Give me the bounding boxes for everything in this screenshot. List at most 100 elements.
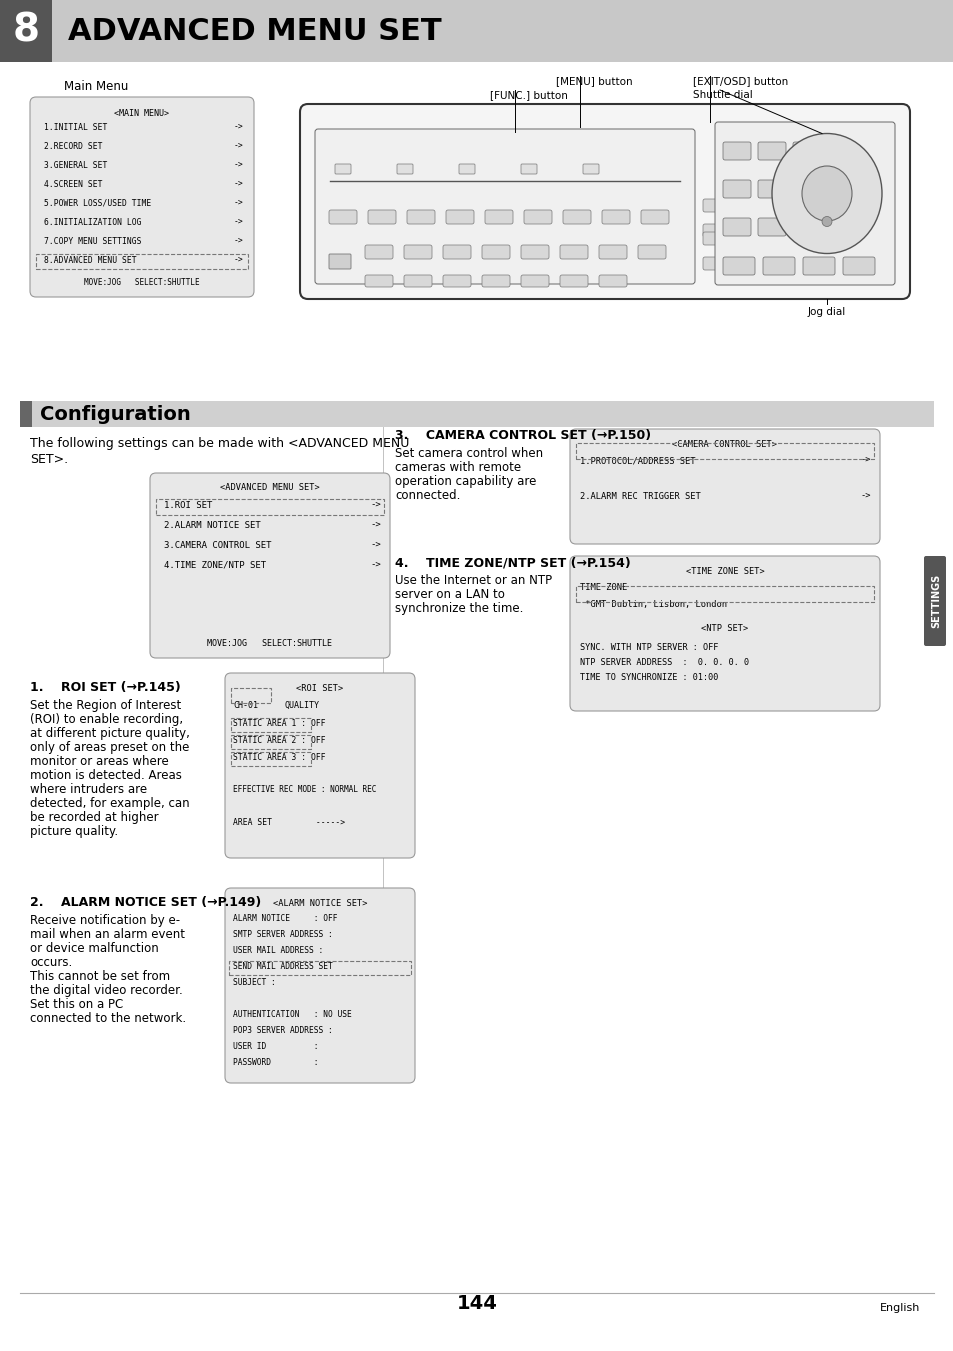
FancyBboxPatch shape (403, 245, 432, 259)
Text: SETTINGS: SETTINGS (930, 574, 940, 628)
FancyBboxPatch shape (30, 97, 253, 297)
FancyBboxPatch shape (722, 180, 750, 199)
Text: be recorded at higher: be recorded at higher (30, 811, 158, 824)
Text: Jog dial: Jog dial (807, 307, 845, 317)
Text: ->: -> (233, 142, 244, 151)
Bar (231, 735, 311, 748)
Text: <ROI SET>: <ROI SET> (296, 684, 343, 693)
Bar (0, 0, 52, 62)
Text: 2.    ALARM NOTICE SET (→P.149): 2. ALARM NOTICE SET (→P.149) (30, 896, 261, 909)
Bar (231, 753, 311, 766)
FancyBboxPatch shape (150, 473, 390, 658)
Text: 4.    TIME ZONE/NTP SET (→P.154): 4. TIME ZONE/NTP SET (→P.154) (395, 557, 630, 569)
FancyBboxPatch shape (758, 180, 785, 199)
Text: <MAIN MENU>: <MAIN MENU> (114, 109, 170, 118)
Text: 6.INITIALIZATION LOG: 6.INITIALIZATION LOG (44, 218, 141, 227)
Text: ->: -> (233, 199, 244, 208)
FancyBboxPatch shape (225, 673, 415, 858)
Text: ->: -> (859, 457, 869, 465)
FancyBboxPatch shape (523, 209, 552, 224)
FancyBboxPatch shape (329, 254, 351, 269)
Text: USER MAIL ADDRESS :: USER MAIL ADDRESS : (233, 946, 323, 955)
Text: 5.POWER LOSS/USED TIME: 5.POWER LOSS/USED TIME (44, 199, 152, 208)
Text: operation capability are: operation capability are (395, 476, 536, 488)
FancyBboxPatch shape (520, 276, 548, 286)
Text: This cannot be set from: This cannot be set from (30, 970, 170, 984)
Text: monitor or areas where: monitor or areas where (30, 755, 169, 767)
FancyBboxPatch shape (722, 257, 754, 276)
Text: 1.    ROI SET (→P.145): 1. ROI SET (→P.145) (30, 681, 180, 694)
Bar (229, 961, 411, 975)
Text: <ALARM NOTICE SET>: <ALARM NOTICE SET> (273, 898, 367, 908)
FancyBboxPatch shape (792, 142, 812, 159)
FancyBboxPatch shape (792, 180, 812, 199)
Text: AREA SET         ----->: AREA SET -----> (233, 817, 345, 827)
Text: POP3 SERVER ADDRESS :: POP3 SERVER ADDRESS : (233, 1025, 333, 1035)
FancyBboxPatch shape (314, 128, 695, 284)
FancyBboxPatch shape (702, 232, 724, 245)
FancyBboxPatch shape (640, 209, 668, 224)
Text: connected.: connected. (395, 489, 460, 503)
Text: USER ID          :: USER ID : (233, 1042, 318, 1051)
Text: QUALITY: QUALITY (285, 701, 319, 711)
FancyBboxPatch shape (368, 209, 395, 224)
FancyBboxPatch shape (299, 104, 909, 299)
Text: Set this on a PC: Set this on a PC (30, 998, 123, 1011)
Text: SET>.: SET>. (30, 453, 68, 466)
FancyBboxPatch shape (582, 163, 598, 174)
Text: Configuration: Configuration (40, 405, 191, 424)
FancyBboxPatch shape (520, 245, 548, 259)
Text: ->: -> (370, 521, 380, 530)
Text: only of areas preset on the: only of areas preset on the (30, 740, 190, 754)
FancyBboxPatch shape (762, 257, 794, 276)
Ellipse shape (771, 134, 882, 254)
Bar (0, 0, 953, 62)
Text: synchronize the time.: synchronize the time. (395, 603, 523, 615)
FancyBboxPatch shape (442, 276, 471, 286)
Text: where intruders are: where intruders are (30, 784, 147, 796)
Text: ->: -> (233, 180, 244, 189)
Text: occurs.: occurs. (30, 957, 72, 969)
Text: ->: -> (370, 501, 380, 509)
Text: <ADVANCED MENU SET>: <ADVANCED MENU SET> (220, 484, 319, 492)
FancyBboxPatch shape (559, 276, 587, 286)
FancyBboxPatch shape (722, 142, 750, 159)
Text: 2.ALARM NOTICE SET: 2.ALARM NOTICE SET (164, 521, 260, 530)
Text: 4.TIME ZONE/NTP SET: 4.TIME ZONE/NTP SET (164, 561, 266, 570)
Text: *GMT Dublin, Lisbon, London: *GMT Dublin, Lisbon, London (579, 600, 726, 609)
Text: ->: -> (233, 161, 244, 170)
Text: ->: -> (233, 236, 244, 246)
Text: ->: -> (370, 540, 380, 550)
Text: PASSWORD         :: PASSWORD : (233, 1058, 318, 1067)
Text: 3.    CAMERA CONTROL SET (→P.150): 3. CAMERA CONTROL SET (→P.150) (395, 430, 651, 442)
Bar (20, 401, 32, 427)
Text: [MENU] button: [MENU] button (556, 76, 632, 86)
Text: AUTHENTICATION   : NO USE: AUTHENTICATION : NO USE (233, 1011, 352, 1019)
FancyBboxPatch shape (562, 209, 590, 224)
Text: <NTP SET>: <NTP SET> (700, 624, 748, 634)
Bar (20, 401, 933, 427)
Text: TIME ZONE: TIME ZONE (579, 584, 626, 592)
Text: Shuttle dial: Shuttle dial (692, 91, 752, 100)
FancyBboxPatch shape (702, 257, 724, 270)
Text: <CAMERA CONTROL SET>: <CAMERA CONTROL SET> (672, 440, 777, 449)
Text: server on a LAN to: server on a LAN to (395, 588, 504, 601)
Text: TIME TO SYNCHRONIZE : 01:00: TIME TO SYNCHRONIZE : 01:00 (579, 673, 718, 682)
Text: The following settings can be made with <ADVANCED MENU: The following settings can be made with … (30, 436, 409, 450)
Text: at different picture quality,: at different picture quality, (30, 727, 190, 740)
FancyBboxPatch shape (702, 199, 724, 212)
FancyBboxPatch shape (569, 557, 879, 711)
FancyBboxPatch shape (458, 163, 475, 174)
Text: SUBJECT :: SUBJECT : (233, 978, 275, 988)
FancyBboxPatch shape (403, 276, 432, 286)
FancyBboxPatch shape (484, 209, 513, 224)
Text: cameras with remote: cameras with remote (395, 461, 520, 474)
Bar (231, 688, 271, 703)
FancyBboxPatch shape (758, 218, 785, 236)
Text: MOVE:JOG   SELECT:SHUTTLE: MOVE:JOG SELECT:SHUTTLE (208, 639, 333, 648)
Text: ALARM NOTICE     : OFF: ALARM NOTICE : OFF (233, 915, 337, 923)
Text: picture quality.: picture quality. (30, 825, 118, 838)
FancyBboxPatch shape (225, 888, 415, 1084)
Text: Receive notification by e-: Receive notification by e- (30, 915, 180, 927)
Text: (ROI) to enable recording,: (ROI) to enable recording, (30, 713, 183, 725)
